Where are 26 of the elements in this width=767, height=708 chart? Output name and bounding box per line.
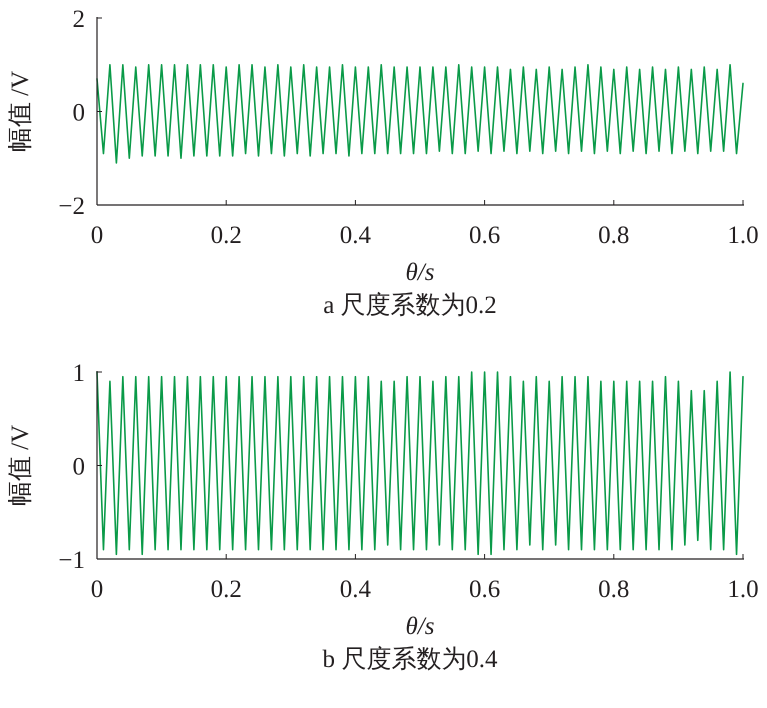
text: a 尺度系数为0.2: [323, 291, 497, 319]
x-tick-label: 0.4: [340, 222, 372, 249]
x-tick-label: 1.0: [727, 222, 759, 249]
x-axis-title: θ/s: [406, 613, 434, 640]
y-tick-label: 2: [72, 6, 85, 33]
x-tick-label: 0.8: [598, 222, 630, 249]
x-tick-label: 1.0: [727, 576, 759, 603]
y-tick-label: −1: [58, 547, 85, 574]
y-tick-label: 1: [72, 360, 85, 387]
text: b 尺度系数为0.4: [322, 645, 498, 673]
x-tick-label: 0: [90, 576, 104, 603]
x-tick-label: 0: [90, 222, 104, 249]
x-tick-label: 0.2: [210, 222, 242, 249]
x-tick-label: 0.6: [468, 576, 500, 603]
x-axis-title: θ/s: [406, 259, 434, 286]
line-series: [96, 371, 744, 556]
x-tick-label: 0.2: [210, 576, 242, 603]
y-tick-label: 0: [72, 454, 85, 480]
y-axis-title: 幅值 /V: [7, 424, 34, 506]
x-tick-label: 0.8: [598, 576, 630, 603]
y-axis-title: 幅值 /V: [7, 70, 34, 152]
line-series: [96, 64, 744, 164]
x-tick-label: 0.4: [340, 576, 372, 603]
x-tick-label: 0.6: [468, 222, 500, 249]
y-tick-label: −2: [58, 193, 85, 220]
y-tick-label: 0: [72, 100, 85, 126]
